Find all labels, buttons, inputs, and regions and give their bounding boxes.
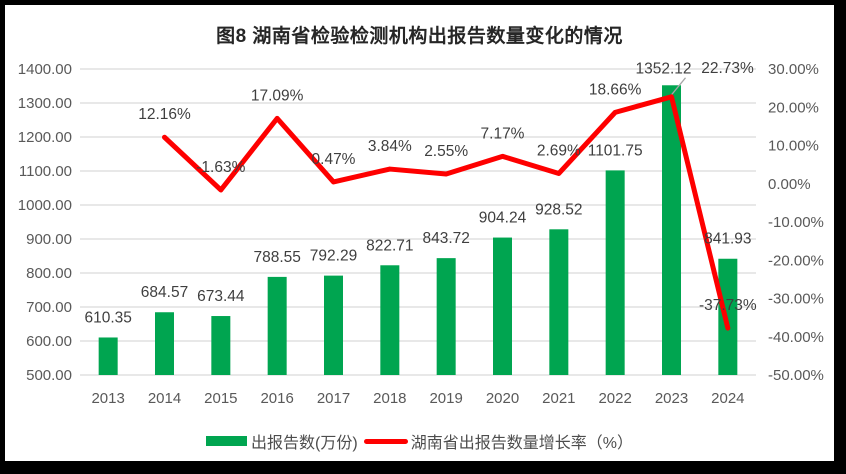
right-axis-tick-label: -20.00% (768, 252, 824, 269)
x-axis-category-label: 2016 (260, 390, 293, 407)
data-label-leader-line (670, 77, 687, 96)
right-axis-tick-label: 30.00% (768, 61, 819, 78)
bar-2018 (380, 265, 400, 375)
bar-2017 (324, 275, 343, 375)
x-axis-category-label: 2013 (91, 390, 124, 407)
right-axis-tick-label: -40.00% (768, 329, 824, 346)
figure-frame: 图8 湖南省检验检测机构出报告数量变化的情况 1400.00 1300.00 120… (5, 5, 834, 461)
bar-value-label: 1352.12 (635, 60, 691, 77)
line-value-label: 18.66% (589, 81, 642, 98)
bar-value-label: 843.72 (422, 230, 469, 247)
line-series-swatch-icon (363, 438, 408, 444)
x-axis-category-label: 2018 (373, 390, 406, 407)
x-axis-category-label: 2020 (486, 390, 519, 407)
x-axis-category-label: 2019 (429, 390, 462, 407)
line-value-label: 22.73% (701, 60, 754, 77)
left-axis-tick-label: 1200.00 (18, 129, 72, 146)
bar-value-label: 673.44 (197, 288, 245, 305)
x-axis-category-label: 2023 (655, 390, 688, 407)
line-value-label: 0.47% (312, 151, 356, 168)
bar-2015 (211, 316, 231, 375)
bar-value-label: 684.57 (141, 284, 188, 301)
line-value-label: 7.17% (481, 125, 525, 142)
left-axis-tick-label: 700.00 (26, 299, 72, 316)
chart-legend: 出报告数(万份) 湖南省出报告数量增长率（%） (5, 429, 834, 453)
bar-value-label: 1101.75 (588, 142, 643, 159)
x-axis-category-label: 2017 (317, 390, 350, 407)
legend-item-line: 湖南省出报告数量增长率（%） (358, 429, 633, 453)
left-axis-tick-label: 900.00 (26, 231, 72, 248)
left-axis-tick-label: 500.00 (26, 367, 72, 384)
right-axis-tick-label: 10.00% (768, 138, 819, 155)
left-axis-tick-label: 1000.00 (18, 197, 72, 214)
line-value-label: 17.09% (251, 87, 304, 104)
left-axis-tick-label: 800.00 (26, 265, 72, 282)
right-axis-tick-label: -50.00% (768, 367, 824, 384)
left-axis-tick-label: 600.00 (26, 333, 72, 350)
left-axis-tick-label: 1300.00 (18, 95, 72, 112)
bar-value-label: 904.24 (479, 210, 527, 227)
bar-2024 (718, 258, 738, 375)
left-axis-tick-label: 1100.00 (19, 163, 72, 180)
line-value-label: 3.84% (368, 138, 412, 155)
line-value-label: 12.16% (138, 106, 191, 123)
legend-label: 出报告数(万份) (251, 435, 358, 452)
right-axis-tick-label: -30.00% (768, 291, 824, 308)
chart-title: 图8 湖南省检验检测机构出报告数量变化的情况 (216, 26, 623, 47)
bar-2014 (155, 312, 174, 375)
x-axis-category-label: 2021 (542, 390, 575, 407)
right-axis-tick-label: 20.00% (768, 99, 819, 116)
bar-value-label: 822.71 (366, 237, 413, 254)
x-axis-category-label: 2015 (204, 390, 237, 407)
left-axis-tick-label: 1400.00 (18, 61, 72, 78)
x-axis-category-label: 2022 (598, 390, 631, 407)
legend-label: 湖南省出报告数量增长率（%） (410, 435, 633, 452)
right-axis-tick-label: 0.00% (768, 176, 811, 193)
bar-2016 (267, 276, 287, 375)
line-value-label: -1.63% (196, 159, 245, 176)
bar-value-label: 928.52 (535, 201, 582, 218)
bar-2013 (98, 337, 118, 375)
bar-value-label: 841.93 (704, 231, 751, 248)
line-value-label: 2.55% (424, 143, 468, 160)
chart-plot-area: 1400.00 1300.00 1200.00 1100.00 1000.00 900.0… (18, 60, 824, 407)
bar-value-label: 610.35 (84, 309, 131, 326)
bar-value-label: 792.29 (310, 248, 357, 265)
bar-2021 (549, 229, 569, 375)
legend-item-bars: 出报告数(万份) (206, 429, 358, 453)
bar-2020 (493, 237, 512, 375)
bar-2019 (436, 258, 456, 375)
line-value-label: 2.69% (537, 142, 581, 159)
line-value-label: -37.73% (699, 297, 757, 314)
bar-2022 (605, 170, 625, 375)
right-axis-tick-label: -10.00% (768, 214, 824, 231)
bar-2023 (662, 85, 681, 375)
x-axis-category-label: 2024 (711, 390, 744, 407)
bar-series-swatch-icon (206, 436, 248, 446)
x-axis-category-label: 2014 (148, 390, 181, 407)
growth-rate-line (162, 94, 731, 331)
bar-value-label: 788.55 (253, 249, 300, 266)
